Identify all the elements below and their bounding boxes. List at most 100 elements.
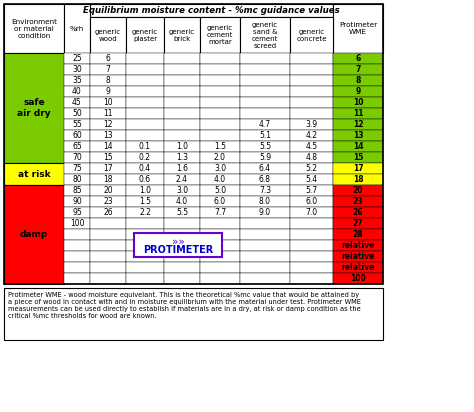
- Bar: [126, 97, 164, 108]
- Bar: [164, 163, 200, 174]
- Bar: [240, 17, 290, 53]
- Bar: [90, 273, 126, 284]
- Bar: [64, 273, 90, 284]
- Bar: [64, 97, 90, 108]
- Bar: [164, 240, 200, 251]
- Bar: [126, 53, 164, 64]
- Bar: [164, 64, 200, 75]
- Bar: [333, 218, 383, 229]
- Text: relative: relative: [341, 241, 374, 250]
- Bar: [126, 141, 164, 152]
- Text: 14: 14: [103, 142, 113, 151]
- Bar: [200, 207, 240, 218]
- Bar: [90, 64, 126, 75]
- Bar: [126, 163, 164, 174]
- Bar: [126, 262, 164, 273]
- Text: 7.0: 7.0: [305, 208, 318, 217]
- Bar: [290, 163, 333, 174]
- Bar: [164, 196, 200, 207]
- Bar: [290, 218, 333, 229]
- Bar: [164, 229, 200, 240]
- Text: 3.0: 3.0: [214, 164, 226, 173]
- Bar: [164, 141, 200, 152]
- Text: 3.0: 3.0: [176, 186, 188, 195]
- Bar: [64, 229, 90, 240]
- Bar: [200, 163, 240, 174]
- Bar: [4, 53, 64, 163]
- Bar: [240, 174, 290, 185]
- Bar: [200, 97, 240, 108]
- Text: 1.6: 1.6: [176, 164, 188, 173]
- Bar: [90, 53, 126, 64]
- Bar: [64, 196, 90, 207]
- Text: safe
air dry: safe air dry: [17, 98, 51, 118]
- Text: Protimeter
WME: Protimeter WME: [339, 22, 377, 35]
- Bar: [240, 196, 290, 207]
- Text: 7: 7: [356, 65, 361, 74]
- Bar: [290, 130, 333, 141]
- Bar: [200, 86, 240, 97]
- Bar: [200, 75, 240, 86]
- Text: generic
brick: generic brick: [169, 28, 195, 42]
- Bar: [64, 218, 90, 229]
- Text: 5.5: 5.5: [259, 142, 271, 151]
- Bar: [64, 108, 90, 119]
- Bar: [4, 4, 383, 284]
- Bar: [64, 130, 90, 141]
- Text: 12: 12: [353, 120, 363, 129]
- Bar: [200, 141, 240, 152]
- Bar: [333, 251, 383, 262]
- Bar: [90, 174, 126, 185]
- Bar: [90, 4, 333, 17]
- Bar: [200, 17, 240, 53]
- Text: 45: 45: [72, 98, 82, 107]
- Text: 8: 8: [356, 76, 361, 85]
- Text: 6.8: 6.8: [259, 175, 271, 184]
- Bar: [64, 207, 90, 218]
- Bar: [90, 229, 126, 240]
- Text: 3.9: 3.9: [305, 120, 318, 129]
- Bar: [64, 86, 90, 97]
- Bar: [126, 130, 164, 141]
- Bar: [200, 152, 240, 163]
- Bar: [126, 108, 164, 119]
- Bar: [90, 196, 126, 207]
- Text: 7.3: 7.3: [259, 186, 271, 195]
- Text: 100: 100: [350, 274, 366, 283]
- Bar: [200, 251, 240, 262]
- Text: 18: 18: [353, 175, 363, 184]
- Text: 6.0: 6.0: [305, 197, 318, 206]
- Text: 5.4: 5.4: [305, 175, 318, 184]
- Text: 15: 15: [103, 153, 113, 162]
- Bar: [4, 185, 64, 284]
- Text: 10: 10: [353, 98, 363, 107]
- Text: 2.2: 2.2: [139, 208, 151, 217]
- Bar: [164, 130, 200, 141]
- Bar: [333, 174, 383, 185]
- Bar: [164, 273, 200, 284]
- Bar: [126, 196, 164, 207]
- Bar: [126, 119, 164, 130]
- Text: 30: 30: [72, 65, 82, 74]
- Text: 27: 27: [353, 219, 363, 228]
- Bar: [126, 17, 164, 53]
- Text: 20: 20: [353, 186, 363, 195]
- Bar: [164, 152, 200, 163]
- Text: 4.7: 4.7: [259, 120, 271, 129]
- Bar: [240, 86, 290, 97]
- Text: generic
sand &
cement
screed: generic sand & cement screed: [252, 21, 278, 49]
- Text: generic
concrete: generic concrete: [296, 28, 327, 42]
- Text: 65: 65: [72, 142, 82, 151]
- Bar: [200, 64, 240, 75]
- Text: 10: 10: [103, 98, 113, 107]
- Text: 14: 14: [353, 142, 363, 151]
- Bar: [164, 119, 200, 130]
- Bar: [333, 196, 383, 207]
- Bar: [90, 108, 126, 119]
- Bar: [200, 119, 240, 130]
- Text: 8: 8: [106, 76, 110, 85]
- Bar: [240, 163, 290, 174]
- Text: 35: 35: [72, 76, 82, 85]
- Text: %rh: %rh: [70, 26, 84, 31]
- Text: 1.0: 1.0: [176, 142, 188, 151]
